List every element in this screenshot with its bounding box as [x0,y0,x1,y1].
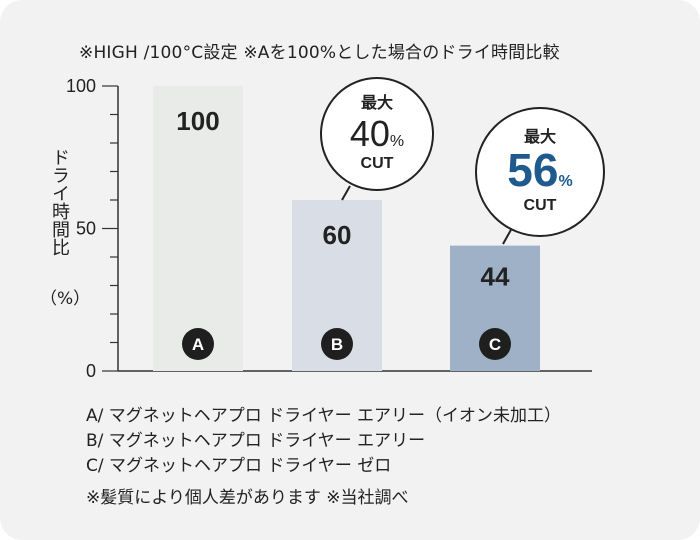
category-badge-label: A [192,335,204,354]
bar-value-label: 60 [323,220,352,250]
callout-circle [320,77,434,191]
y-axis-label: ドライ時間比 [49,148,70,256]
callout-unit: % [558,173,572,190]
callout-pointer [502,227,513,245]
y-tick-label: 0 [86,361,96,381]
callout-pointer [341,185,351,201]
category-badge [479,328,511,360]
y-tick-label: 100 [66,76,96,96]
callout-percent: 56% [507,144,572,196]
callout-cut: CUT [361,155,394,172]
legend-item-b: B/ マグネットヘアプロ ドライヤー エアリー [86,431,426,451]
footnote: ※髪質により個人差があります ※当社調べ [86,488,409,508]
callout-unit: % [390,133,404,150]
category-badge-label: C [489,335,501,354]
callout-percent: 40% [350,113,404,154]
callout-circle [475,107,605,237]
y-tick-label: 50 [76,219,96,239]
bar-value-label: 100 [176,106,219,136]
callout-cut: CUT [524,197,557,214]
legend-item-a: A/ マグネットヘアプロ ドライヤー エアリー（イオン未加工） [86,406,562,426]
category-badge [182,328,214,360]
bar-value-label: 44 [481,262,510,292]
callout-value: 56 [507,144,558,196]
category-badge-label: B [331,335,343,354]
legend: A/ マグネットヘアプロ ドライヤー エアリー（イオン未加工） B/ マグネット… [86,404,561,479]
category-badge [321,328,353,360]
bar-a [153,86,243,371]
header-note: ※HIGH /100°C設定 ※Aを100%とした場合のドライ時間比較 [79,43,560,63]
callout-title: 最大 [361,93,393,112]
y-axis-unit: （%） [40,289,91,309]
callout-value: 40 [350,113,390,154]
legend-item-c: C/ マグネットヘアプロ ドライヤー ゼロ [86,456,392,476]
callout-title: 最大 [524,127,556,146]
